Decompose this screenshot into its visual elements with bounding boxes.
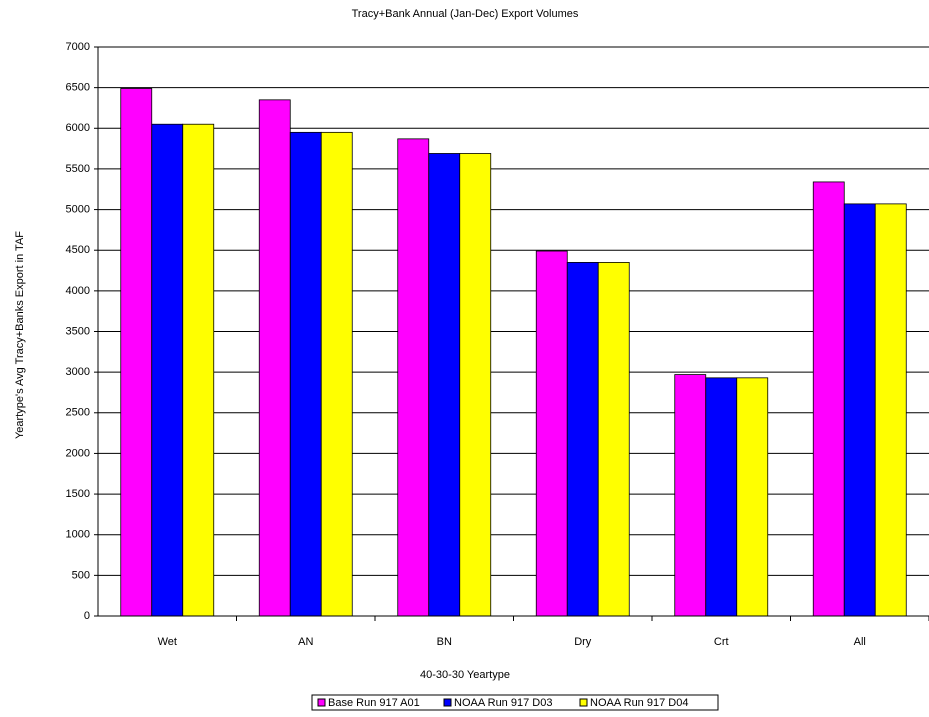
legend-swatch	[579, 698, 588, 707]
y-tick-label: 1500	[66, 488, 90, 500]
x-tick-label: Dry	[574, 636, 592, 648]
bar	[151, 123, 184, 617]
bar	[674, 374, 707, 617]
bar	[874, 203, 907, 617]
y-tick-label: 6000	[66, 122, 90, 134]
x-tick-label: All	[854, 636, 866, 648]
y-axis-label: Yeartype's Avg Tracy+Banks Export in TAF	[14, 231, 26, 439]
bar	[289, 131, 322, 617]
legend-label: Base Run 917 A01	[328, 697, 420, 709]
legend-label: NOAA Run 917 D03	[454, 697, 552, 709]
bar	[597, 262, 630, 617]
bar	[535, 250, 568, 617]
y-tick-label: 500	[72, 569, 90, 581]
bar	[736, 377, 769, 617]
bar	[320, 131, 353, 617]
legend-box	[311, 694, 719, 711]
bar	[182, 123, 215, 617]
y-tick-label: 3500	[66, 325, 90, 337]
y-tick-label: 0	[84, 610, 90, 622]
legend-swatch	[317, 698, 326, 707]
bar	[397, 138, 430, 617]
y-tick-label: 3000	[66, 366, 90, 378]
x-tick-label: BN	[437, 636, 452, 648]
bar	[812, 181, 845, 617]
y-tick-label: 5000	[66, 203, 90, 215]
legend-label: NOAA Run 917 D04	[590, 697, 688, 709]
y-tick-label: 7000	[66, 41, 90, 53]
bar	[843, 203, 876, 617]
y-tick-label: 2500	[66, 407, 90, 419]
chart-title: Tracy+Bank Annual (Jan-Dec) Export Volum…	[352, 8, 579, 20]
y-tick-label: 6500	[66, 82, 90, 94]
bar	[258, 99, 291, 617]
y-tick-label: 5500	[66, 163, 90, 175]
y-tick-label: 4500	[66, 244, 90, 256]
x-tick-label: Wet	[158, 636, 177, 648]
y-tick-label: 4000	[66, 285, 90, 297]
y-tick-label: 1000	[66, 529, 90, 541]
bar	[120, 88, 153, 617]
bar	[459, 153, 492, 617]
bar	[566, 262, 599, 617]
x-tick-label: AN	[298, 636, 313, 648]
y-tick-label: 2000	[66, 447, 90, 459]
x-tick-label: Crt	[714, 636, 729, 648]
legend-swatch	[443, 698, 452, 707]
bar	[705, 377, 738, 617]
bar	[428, 153, 461, 617]
x-axis-label: 40-30-30 Yeartype	[420, 669, 510, 681]
